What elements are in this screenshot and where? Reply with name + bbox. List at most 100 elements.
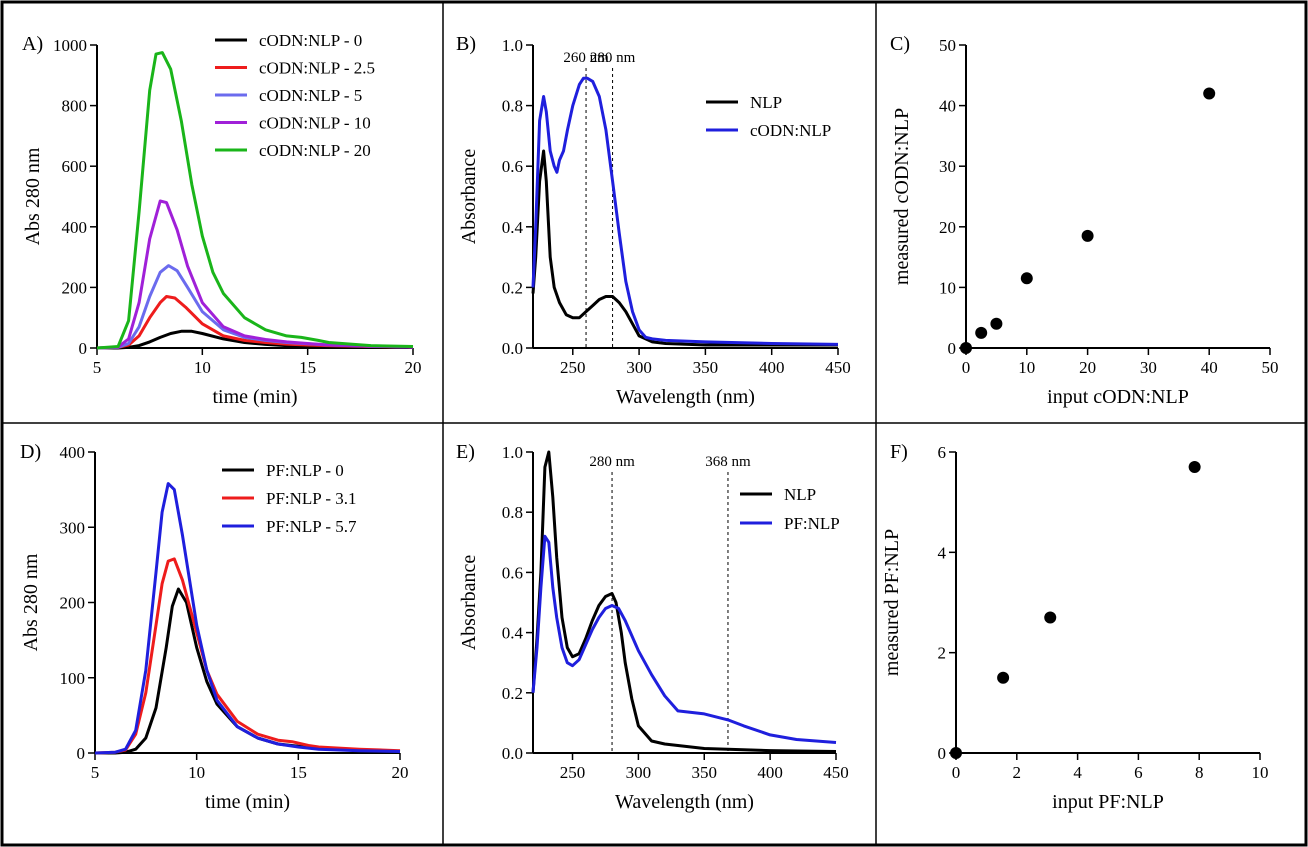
annotation-label: 260 nm <box>563 50 609 66</box>
y-tick-label: 0.8 <box>502 503 523 522</box>
legend-entry: PF:NLP - 3.1 <box>266 489 357 508</box>
annotation-label: 368 nm <box>705 454 751 470</box>
y-tick-label: 1000 <box>53 36 87 55</box>
x-tick-label: 0 <box>962 358 971 377</box>
series-line <box>531 149 838 347</box>
y-tick-label: 0 <box>938 744 947 763</box>
x-axis-label: Wavelength (nm) <box>616 386 755 408</box>
y-tick-label: 0.0 <box>502 339 523 358</box>
panel-label: E) <box>456 441 475 463</box>
annotation-label: 280 nm <box>589 454 635 470</box>
legend-entry: PF:NLP - 5.7 <box>266 517 357 536</box>
x-tick-label: 10 <box>1252 763 1269 782</box>
y-axis-label: measured PF:NLP <box>881 529 903 676</box>
legend-entry: cODN:NLP - 2.5 <box>259 59 375 78</box>
series-line <box>531 76 839 346</box>
panel-e: E) 250 300 350 400 450 0.0 0.2 0.4 0.6 0.8 1.0 Wavel… <box>456 441 849 813</box>
data-point <box>1081 229 1094 242</box>
data-point <box>975 326 988 339</box>
x-tick-label: 250 <box>560 763 586 782</box>
y-tick-label: 30 <box>939 157 956 176</box>
x-tick-label: 300 <box>626 763 652 782</box>
y-tick-label: 6 <box>938 443 947 462</box>
y-tick-label: 0.2 <box>502 278 523 297</box>
y-tick-label: 4 <box>938 543 947 562</box>
y-tick-label: 800 <box>62 97 88 116</box>
x-tick-label: 2 <box>1013 763 1022 782</box>
data-point <box>990 317 1003 330</box>
panel-c: C) 0 10 20 30 40 50 0 10 20 30 40 50 input cODN:NLP me… <box>890 33 1279 408</box>
y-tick-label: 40 <box>939 97 956 116</box>
x-tick-label: 450 <box>825 358 851 377</box>
series-line <box>96 51 414 350</box>
y-axis-label: Abs 280 nm <box>20 553 42 651</box>
y-tick-label: 0.6 <box>502 563 523 582</box>
y-tick-label: 400 <box>62 218 88 237</box>
x-tick-label: 300 <box>626 358 652 377</box>
x-tick-label: 10 <box>1018 358 1035 377</box>
y-tick-label: 400 <box>60 443 86 462</box>
y-tick-label: 0.4 <box>502 218 524 237</box>
y-axis-label: Abs 280 nm <box>22 147 44 245</box>
x-axis-label: input cODN:NLP <box>1047 386 1189 408</box>
legend-entry: PF:NLP - 0 <box>266 461 344 480</box>
y-tick-label: 100 <box>60 669 86 688</box>
y-tick-label: 200 <box>62 278 88 297</box>
y-tick-label: 0.6 <box>502 157 523 176</box>
y-tick-label: 0.4 <box>502 624 524 643</box>
x-tick-label: 10 <box>194 358 211 377</box>
annotation-label: 280 nm <box>590 50 636 66</box>
series-line <box>94 557 401 755</box>
x-tick-label: 0 <box>952 763 961 782</box>
y-tick-label: 600 <box>62 157 88 176</box>
x-tick-label: 8 <box>1195 763 1204 782</box>
x-axis-label: time (min) <box>205 791 290 813</box>
y-axis-label: Absorbance <box>458 555 480 651</box>
x-tick-label: 15 <box>290 763 307 782</box>
data-point <box>1044 611 1057 624</box>
x-tick-label: 30 <box>1140 358 1157 377</box>
series-line <box>96 199 414 350</box>
x-tick-label: 250 <box>560 358 586 377</box>
x-axis-label: time (min) <box>213 386 298 408</box>
x-tick-label: 400 <box>757 763 783 782</box>
x-tick-label: 20 <box>392 763 409 782</box>
data-point <box>1020 272 1033 285</box>
panel-label: A) <box>22 33 43 55</box>
legend-entry: cODN:NLP - 5 <box>259 86 362 105</box>
y-tick-label: 2 <box>938 644 947 663</box>
y-tick-label: 0.8 <box>502 97 523 116</box>
x-tick-label: 350 <box>692 763 718 782</box>
panel-b: B) 250 300 350 400 450 0.0 0.2 0.4 0.6 0.8 1.0 Wavel… <box>456 33 851 408</box>
x-axis-label: input PF:NLP <box>1052 791 1164 813</box>
legend-entry: NLP <box>784 485 816 504</box>
data-point <box>960 342 972 354</box>
x-axis-label: Wavelength (nm) <box>615 791 754 813</box>
legend-entry: NLP <box>750 93 782 112</box>
x-tick-label: 40 <box>1201 358 1218 377</box>
data-point <box>997 671 1010 684</box>
x-tick-label: 50 <box>1262 358 1279 377</box>
legend-entry: cODN:NLP - 10 <box>259 114 371 133</box>
panel-f: F) 0 2 4 6 8 10 0 2 4 6 input PF:NLP measured PF:NLP <box>881 441 1269 813</box>
legend-entry: cODN:NLP - 20 <box>259 141 371 160</box>
panel-label: F) <box>890 441 908 463</box>
panel-label: C) <box>890 33 910 55</box>
y-tick-label: 20 <box>939 218 956 237</box>
y-tick-label: 0.0 <box>502 744 523 763</box>
panel-label: D) <box>20 441 41 463</box>
x-tick-label: 10 <box>188 763 205 782</box>
x-tick-label: 20 <box>1079 358 1096 377</box>
y-tick-label: 0 <box>948 339 957 358</box>
x-tick-label: 6 <box>1134 763 1143 782</box>
x-tick-label: 5 <box>91 763 100 782</box>
x-tick-label: 5 <box>93 358 102 377</box>
x-tick-label: 450 <box>823 763 849 782</box>
data-point <box>950 747 962 759</box>
y-axis-label: measured cODN:NLP <box>891 108 913 285</box>
y-tick-label: 1.0 <box>502 443 523 462</box>
series-line <box>94 482 401 755</box>
y-tick-label: 1.0 <box>502 36 523 55</box>
